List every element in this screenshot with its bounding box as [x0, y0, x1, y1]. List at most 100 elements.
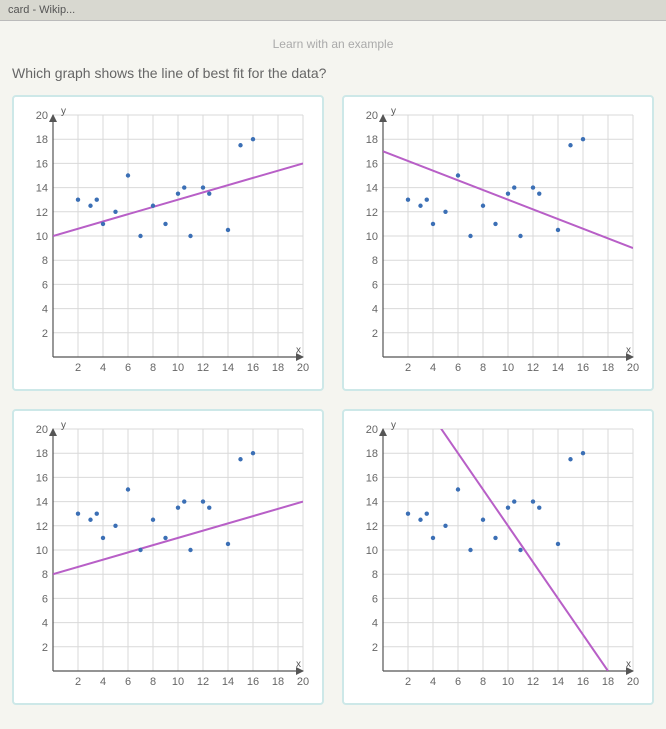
svg-text:14: 14	[552, 362, 564, 374]
svg-text:18: 18	[36, 448, 48, 460]
svg-text:14: 14	[366, 183, 378, 195]
svg-text:6: 6	[42, 593, 48, 605]
svg-text:y: y	[391, 420, 396, 431]
svg-text:16: 16	[577, 362, 589, 374]
browser-tab[interactable]: card - Wikip...	[0, 0, 666, 21]
svg-text:x: x	[626, 659, 631, 670]
chart-option-d[interactable]: 2 4 6 8 10 12 14 16 18 20 2 4 6 8 10 12 14 16 18 20 y x	[342, 409, 654, 705]
svg-text:8: 8	[150, 362, 156, 374]
svg-text:8: 8	[372, 569, 378, 581]
svg-text:y: y	[61, 106, 66, 117]
svg-text:12: 12	[527, 362, 539, 374]
svg-text:10: 10	[366, 231, 378, 243]
svg-text:2: 2	[405, 676, 411, 688]
svg-text:16: 16	[577, 676, 589, 688]
chart-c-svg: 2 4 6 8 10 12 14 16 18 20 2 4 6 8 10 12 14 16 18 20 y x	[23, 417, 313, 697]
svg-text:4: 4	[372, 304, 378, 316]
svg-text:20: 20	[627, 362, 639, 374]
svg-text:6: 6	[125, 362, 131, 374]
svg-text:10: 10	[366, 545, 378, 557]
svg-text:10: 10	[502, 676, 514, 688]
svg-text:12: 12	[36, 521, 48, 533]
svg-text:2: 2	[372, 328, 378, 340]
svg-text:20: 20	[366, 424, 378, 436]
svg-text:12: 12	[197, 676, 209, 688]
svg-text:2: 2	[75, 676, 81, 688]
chart-b-svg: 24681012141618202468101214161820yx	[353, 103, 643, 383]
svg-text:2: 2	[372, 642, 378, 654]
svg-text:14: 14	[222, 362, 234, 374]
svg-text:8: 8	[42, 255, 48, 267]
svg-text:10: 10	[172, 362, 184, 374]
svg-text:14: 14	[366, 497, 378, 509]
svg-text:12: 12	[36, 207, 48, 219]
question-text: Which graph shows the line of best fit f…	[12, 65, 654, 81]
svg-text:14: 14	[36, 497, 48, 509]
svg-text:8: 8	[480, 362, 486, 374]
chart-grid: 2 4 6 8 10 12 14 16 18 20 2 4 6 8 10 12 14 16 18 20 y x 2 4 6 8 1…	[12, 95, 654, 705]
svg-text:x: x	[296, 659, 301, 670]
svg-text:10: 10	[36, 231, 48, 243]
svg-text:4: 4	[430, 676, 436, 688]
svg-text:6: 6	[42, 279, 48, 291]
example-link[interactable]: Learn with an example	[12, 31, 654, 65]
svg-text:6: 6	[455, 676, 461, 688]
svg-text:12: 12	[527, 676, 539, 688]
svg-text:6: 6	[372, 593, 378, 605]
svg-text:18: 18	[602, 676, 614, 688]
svg-text:10: 10	[36, 545, 48, 557]
svg-text:8: 8	[480, 676, 486, 688]
svg-text:10: 10	[502, 362, 514, 374]
svg-text:y: y	[61, 420, 66, 431]
svg-text:x: x	[626, 345, 631, 356]
svg-text:6: 6	[372, 279, 378, 291]
svg-text:4: 4	[42, 618, 48, 630]
svg-text:10: 10	[172, 676, 184, 688]
svg-text:4: 4	[430, 362, 436, 374]
svg-text:14: 14	[36, 183, 48, 195]
chart-option-b[interactable]: 24681012141618202468101214161820yx	[342, 95, 654, 391]
svg-text:4: 4	[42, 304, 48, 316]
svg-text:20: 20	[297, 676, 309, 688]
svg-text:16: 16	[247, 362, 259, 374]
svg-text:14: 14	[552, 676, 564, 688]
svg-text:2: 2	[75, 362, 81, 374]
svg-text:16: 16	[36, 158, 48, 170]
svg-text:14: 14	[222, 676, 234, 688]
svg-text:18: 18	[602, 362, 614, 374]
svg-text:16: 16	[36, 472, 48, 484]
svg-text:18: 18	[366, 448, 378, 460]
svg-text:12: 12	[366, 521, 378, 533]
svg-text:20: 20	[36, 110, 48, 122]
svg-text:4: 4	[100, 676, 106, 688]
svg-text:12: 12	[366, 207, 378, 219]
svg-text:18: 18	[272, 362, 284, 374]
svg-text:20: 20	[627, 676, 639, 688]
svg-text:6: 6	[125, 676, 131, 688]
svg-text:18: 18	[36, 134, 48, 146]
svg-text:y: y	[391, 106, 396, 117]
svg-text:x: x	[296, 345, 301, 356]
svg-text:8: 8	[42, 569, 48, 581]
svg-text:20: 20	[36, 424, 48, 436]
svg-text:18: 18	[366, 134, 378, 146]
chart-a-svg: 2 4 6 8 10 12 14 16 18 20 2 4 6 8 10 12 14 16 18 20 y x	[23, 103, 313, 383]
chart-option-c[interactable]: 2 4 6 8 10 12 14 16 18 20 2 4 6 8 10 12 14 16 18 20 y x	[12, 409, 324, 705]
svg-text:4: 4	[100, 362, 106, 374]
svg-text:2: 2	[42, 642, 48, 654]
svg-text:20: 20	[366, 110, 378, 122]
svg-text:16: 16	[247, 676, 259, 688]
svg-text:20: 20	[297, 362, 309, 374]
svg-text:8: 8	[372, 255, 378, 267]
svg-text:2: 2	[42, 328, 48, 340]
svg-text:16: 16	[366, 472, 378, 484]
chart-d-svg: 2 4 6 8 10 12 14 16 18 20 2 4 6 8 10 12 14 16 18 20 y x	[353, 417, 643, 697]
svg-text:16: 16	[366, 158, 378, 170]
svg-text:8: 8	[150, 676, 156, 688]
svg-text:18: 18	[272, 676, 284, 688]
svg-text:2: 2	[405, 362, 411, 374]
svg-text:4: 4	[372, 618, 378, 630]
svg-text:12: 12	[197, 362, 209, 374]
main-content: Learn with an example Which graph shows …	[0, 21, 666, 715]
chart-option-a[interactable]: 2 4 6 8 10 12 14 16 18 20 2 4 6 8 10 12 14 16 18 20 y x	[12, 95, 324, 391]
